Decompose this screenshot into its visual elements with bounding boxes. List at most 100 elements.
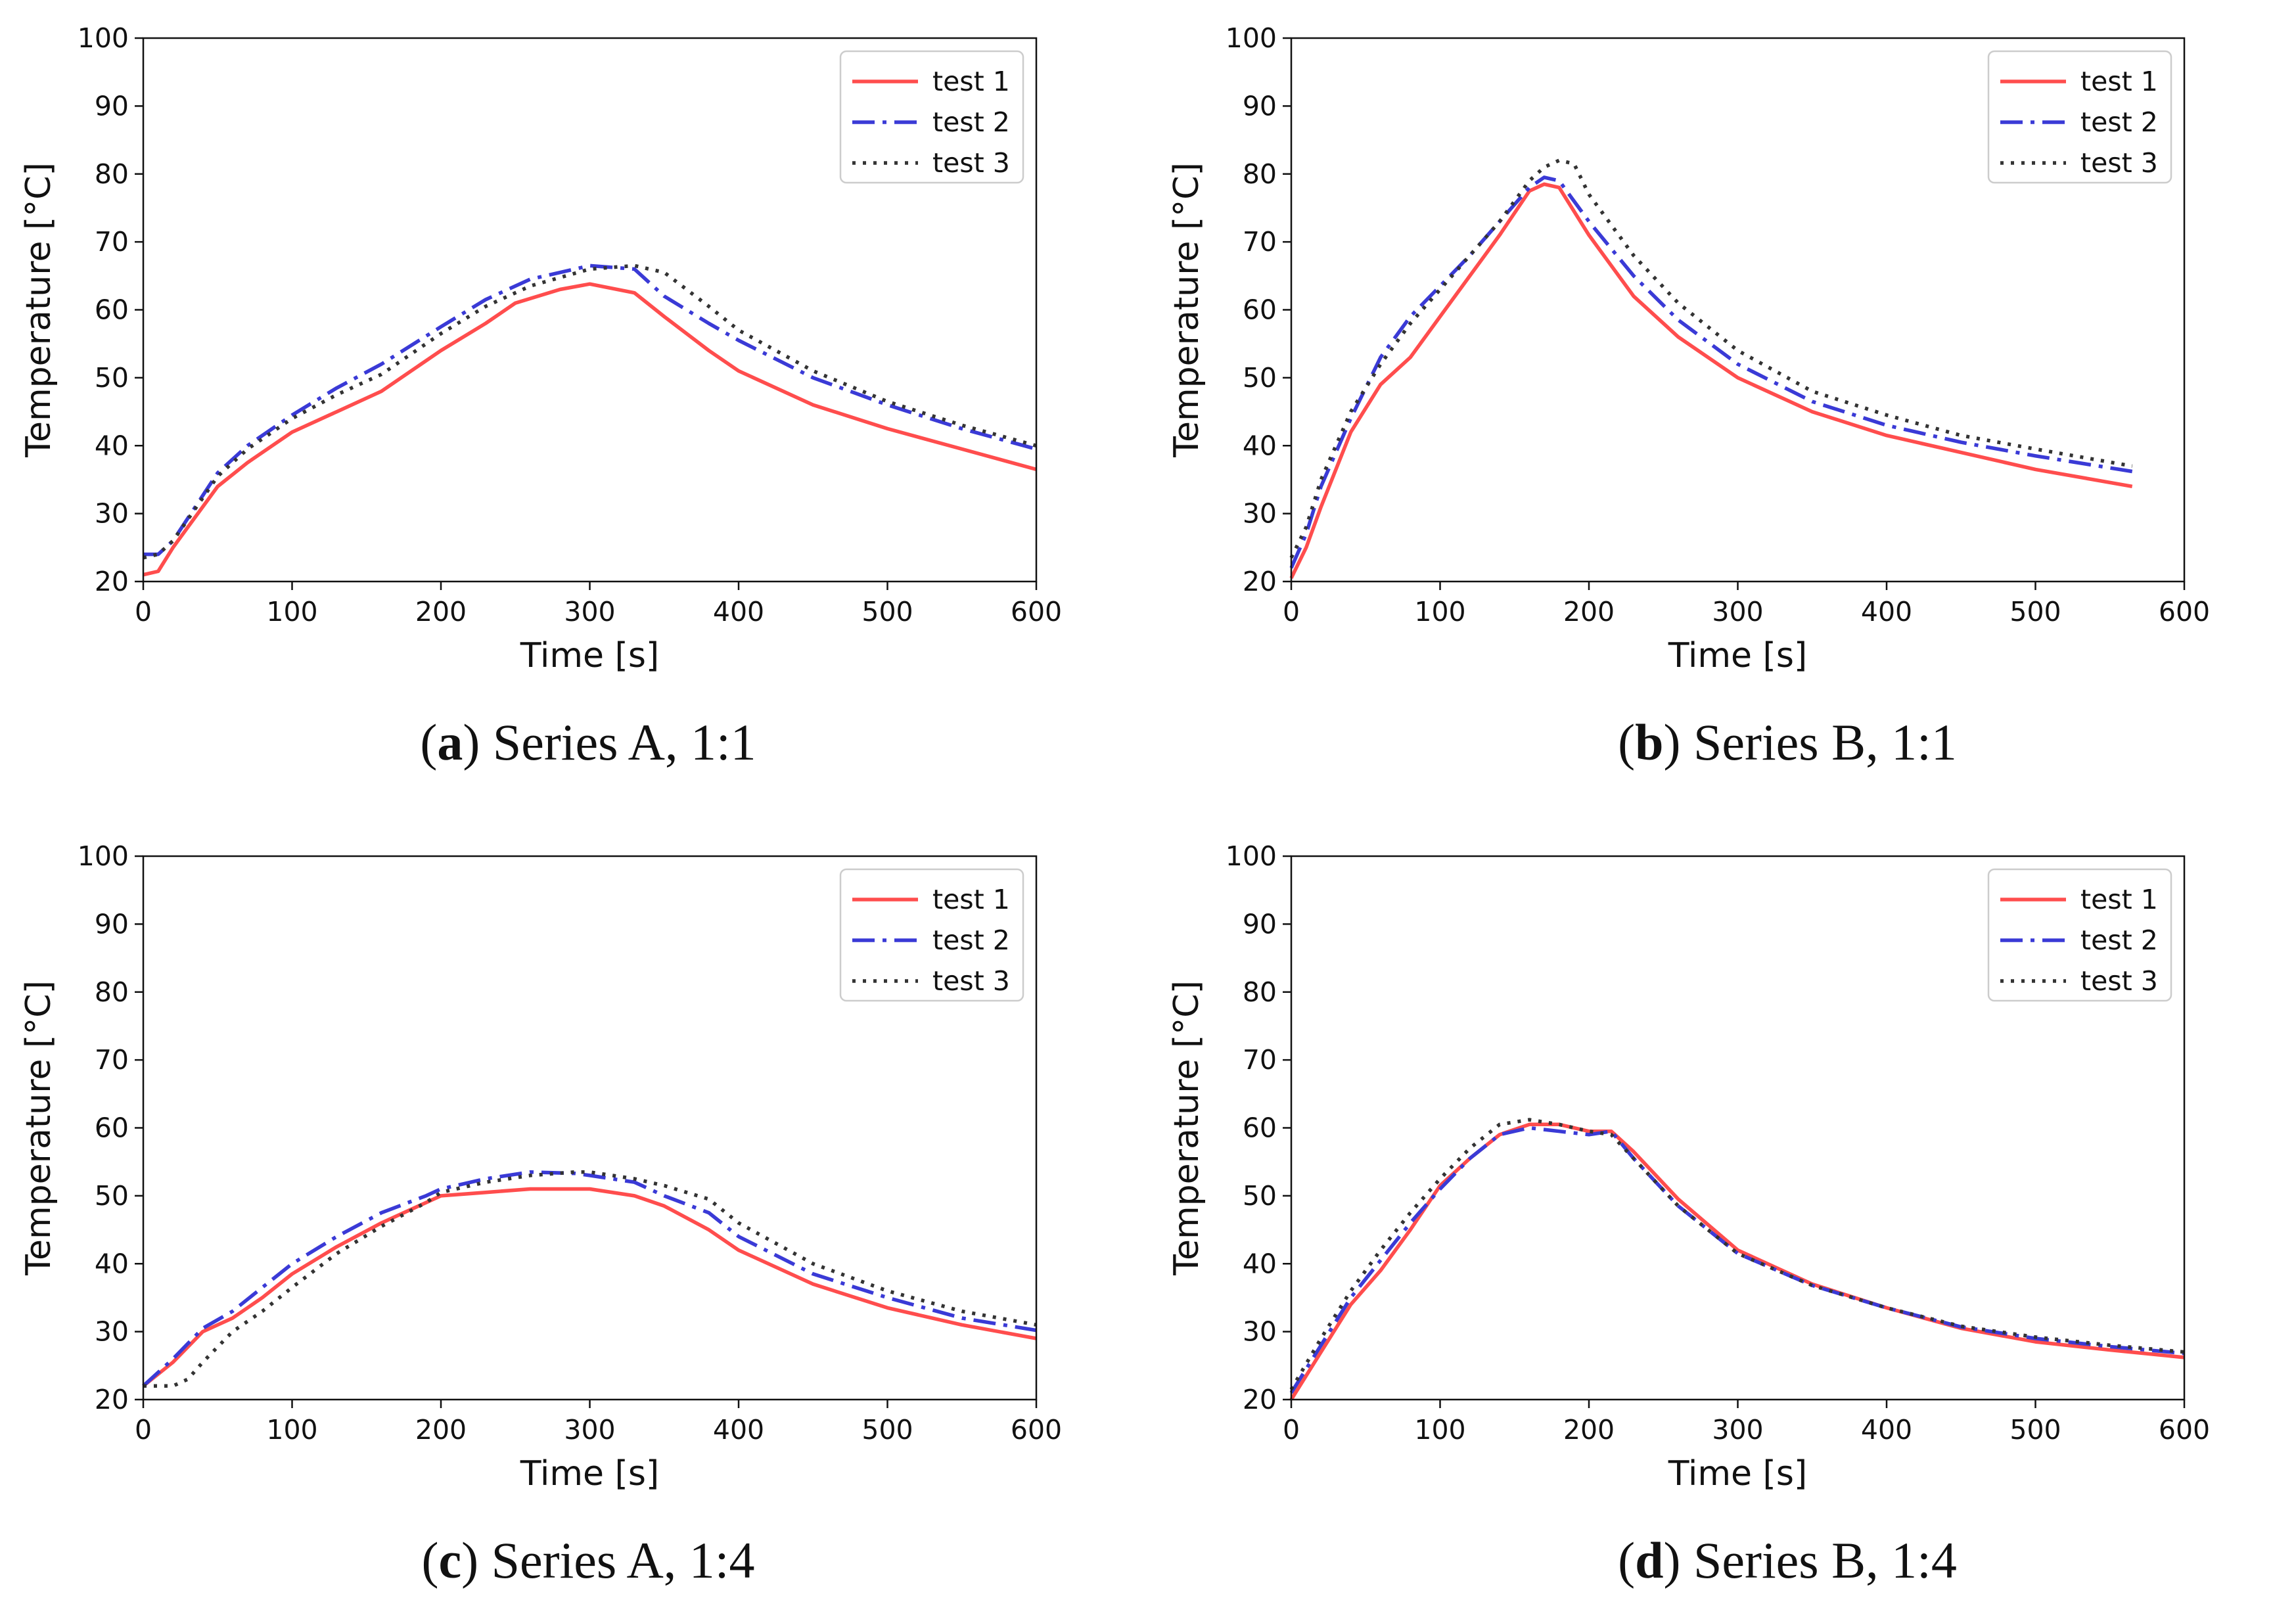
y-tick-label: 100: [1226, 840, 1277, 872]
x-tick-label: 200: [415, 1414, 467, 1446]
series-line-2: [143, 263, 1037, 557]
y-tick-label: 90: [1243, 908, 1277, 940]
legend: test 1 test 2 test 3: [1987, 868, 2172, 1002]
y-axis-label: Temperature [°C]: [1167, 980, 1206, 1276]
y-tick-label: 100: [1226, 22, 1277, 54]
legend-label-3: test 3: [932, 965, 1010, 997]
y-tick-label: 40: [1243, 1248, 1277, 1279]
caption-d-text: Series B, 1:4: [1693, 1532, 1957, 1589]
y-tick-label: 20: [1243, 566, 1277, 597]
legend-label-3: test 3: [2080, 147, 2158, 179]
y-tick-label: 50: [95, 1180, 129, 1212]
y-tick-label: 100: [78, 22, 129, 54]
series-line-2: [1289, 175, 2133, 569]
chart-panel-d: 0 100 200 300 400 500 600 20 30 40 50 60 70 80 90 100 Ti…: [1167, 840, 2210, 1494]
x-tick-label: 300: [564, 1414, 615, 1446]
series-line-1: [142, 1187, 1037, 1388]
y-tick-label: 80: [95, 976, 129, 1008]
y-tick-label: 70: [1243, 226, 1277, 258]
x-tick-label: 600: [1011, 596, 1062, 628]
x-axis-label: Time [s]: [520, 1454, 659, 1494]
y-tick-label: 80: [95, 158, 129, 190]
y-axis-label: Temperature [°C]: [19, 162, 58, 458]
y-tick-label: 50: [1243, 362, 1277, 394]
x-axis-label: Time [s]: [1668, 636, 1807, 675]
x-tick-label: 300: [564, 596, 615, 628]
y-tick-label: 20: [95, 566, 129, 597]
series-line-3: [143, 263, 1037, 560]
y-tick-label: 70: [1243, 1044, 1277, 1076]
y-tick-label: 50: [95, 362, 129, 394]
legend-box: [1987, 868, 2172, 1002]
series-line-2: [1289, 1126, 2185, 1394]
caption-c-text: Series A, 1:4: [491, 1532, 755, 1589]
x-axis-label: Time [s]: [1668, 1454, 1807, 1494]
caption-c-letter: c: [438, 1532, 462, 1589]
x-tick-label: 200: [1563, 596, 1615, 628]
x-tick-label: 400: [713, 1414, 764, 1446]
x-tick-label: 100: [1414, 1414, 1465, 1446]
legend-label-3: test 3: [932, 147, 1010, 179]
y-tick-label: 30: [95, 498, 129, 530]
y-axis-label: Temperature [°C]: [1167, 162, 1206, 458]
y-tick-label: 60: [95, 1112, 129, 1144]
y-tick-label: 70: [95, 1044, 129, 1076]
y-tick-label: 20: [1243, 1384, 1277, 1415]
x-tick-label: 300: [1712, 1414, 1763, 1446]
y-tick-label: 80: [1243, 158, 1277, 190]
x-tick-label: 600: [2159, 596, 2210, 628]
series-line-3: [1289, 1118, 2185, 1390]
legend-box: [839, 868, 1024, 1002]
legend-box: [1987, 50, 2172, 184]
chart-panel-b: 0 100 200 300 400 500 600 20 30 40 50 60 70 80 90 100 Ti…: [1167, 22, 2210, 675]
y-tick-label: 80: [1243, 976, 1277, 1008]
x-tick-label: 0: [1283, 596, 1300, 628]
y-tick-label: 100: [78, 840, 129, 872]
x-tick-label: 200: [415, 596, 467, 628]
x-tick-label: 400: [713, 596, 764, 628]
y-tick-label: 40: [1243, 430, 1277, 461]
y-tick-label: 50: [1243, 1180, 1277, 1212]
y-tick-label: 40: [95, 430, 129, 461]
y-tick-label: 40: [95, 1248, 129, 1279]
caption-d: (d) Series B, 1:4: [1618, 1532, 1957, 1589]
x-tick-label: 0: [135, 1414, 152, 1446]
x-tick-label: 600: [2159, 1414, 2210, 1446]
x-tick-label: 400: [1861, 1414, 1912, 1446]
x-tick-label: 100: [1414, 596, 1465, 628]
y-tick-label: 20: [95, 1384, 129, 1415]
legend-label-1: test 1: [2080, 66, 2158, 97]
caption-b-text: Series B, 1:1: [1693, 714, 1957, 771]
series-line-2: [142, 1170, 1037, 1388]
y-tick-label: 30: [1243, 498, 1277, 530]
y-tick-label: 30: [1243, 1316, 1277, 1348]
x-tick-label: 0: [135, 596, 152, 628]
legend-box: [839, 50, 1024, 184]
caption-d-letter: d: [1635, 1532, 1664, 1589]
x-tick-label: 500: [861, 596, 913, 628]
legend-label-1: test 1: [2080, 884, 2158, 915]
x-tick-label: 0: [1283, 1414, 1300, 1446]
y-tick-label: 70: [95, 226, 129, 258]
caption-a-text: Series A, 1:1: [492, 714, 756, 771]
legend: test 1 test 2 test 3: [1987, 50, 2172, 184]
x-tick-label: 100: [266, 596, 317, 628]
x-tick-label: 200: [1563, 1414, 1615, 1446]
legend-label-3: test 3: [2080, 965, 2158, 997]
y-tick-label: 90: [95, 90, 129, 122]
caption-a: (a) Series A, 1:1: [420, 714, 756, 771]
y-tick-label: 90: [1243, 90, 1277, 122]
y-tick-label: 30: [95, 1316, 129, 1348]
legend-label-2: test 2: [932, 925, 1010, 956]
legend: test 1 test 2 test 3: [839, 868, 1024, 1002]
caption-b-letter: b: [1635, 714, 1664, 771]
x-tick-label: 500: [2009, 596, 2061, 628]
series-line-3: [143, 1170, 1037, 1388]
y-tick-label: 90: [95, 908, 129, 940]
series-line-1: [1289, 182, 2133, 580]
x-tick-label: 100: [266, 1414, 317, 1446]
legend-label-1: test 1: [932, 66, 1010, 97]
y-tick-label: 60: [1243, 1112, 1277, 1144]
y-tick-label: 60: [95, 294, 129, 326]
